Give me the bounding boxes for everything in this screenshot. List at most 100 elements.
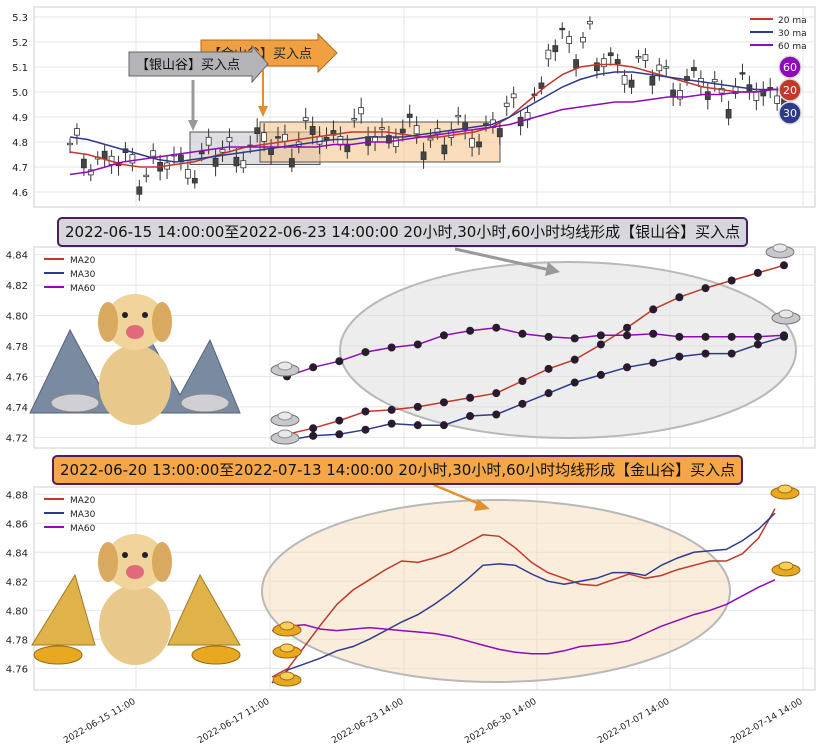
dog-mascot-body xyxy=(99,345,171,425)
dog-mascot-ear xyxy=(98,302,118,342)
silver-panel-point-MA30 xyxy=(413,421,422,430)
dog-mascot-eye xyxy=(122,552,128,558)
candle-body xyxy=(753,91,760,101)
dog-mascot-body xyxy=(99,585,171,665)
candle-body xyxy=(670,89,677,98)
x-axis-label: 2022-07-07 14:00 xyxy=(596,697,671,746)
silver-panel-point-MA30 xyxy=(596,370,605,379)
silver-panel-point-MA30 xyxy=(675,352,684,361)
candle-body xyxy=(476,141,482,148)
ma-badge-circle xyxy=(778,55,802,79)
candle-body xyxy=(191,177,198,184)
silver-panel-point-MA20 xyxy=(466,393,475,402)
candle-body xyxy=(704,91,711,100)
gold-panel-ytick-label: 4.78 xyxy=(6,635,28,646)
candle-body xyxy=(580,36,586,43)
gold-panel-line-MA60 xyxy=(271,579,776,655)
ma-badge-circle xyxy=(778,101,802,125)
dog-mascot-head xyxy=(105,534,165,590)
top-ytick-label: 4.7 xyxy=(12,163,28,174)
silver-callout-label: 【银山谷】买入点 xyxy=(136,58,240,73)
silver-panel-point-MA60 xyxy=(675,332,684,341)
candle-body xyxy=(379,127,385,130)
candle-body xyxy=(677,90,683,100)
candle-body xyxy=(642,54,649,61)
candle-body xyxy=(691,67,697,71)
gold-valley-banner: 2022-06-20 13:00:00至2022-07-13 14:00:00 … xyxy=(52,455,744,485)
silver-panel-point-MA30 xyxy=(727,349,736,358)
candle-body xyxy=(635,56,642,59)
candle-body xyxy=(67,142,73,146)
silver-panel-ytick-label: 4.78 xyxy=(6,342,28,353)
candle-body xyxy=(496,128,503,138)
x-axis-label: 2022-06-15 11:00 xyxy=(62,697,137,746)
silver-panel-arrow xyxy=(454,247,551,272)
silver-panel-point-MA60 xyxy=(570,334,579,343)
dog-mascot-tongue xyxy=(126,325,144,339)
gold-ingot-icon xyxy=(777,484,793,494)
dog-mascot-ear xyxy=(152,542,172,582)
top-ytick-label: 5.1 xyxy=(12,63,28,74)
candle-body xyxy=(510,93,517,99)
candle-body xyxy=(503,102,510,107)
ma-badge-label: 20 xyxy=(783,84,797,97)
candle-body xyxy=(649,75,656,86)
candle-body xyxy=(427,137,434,141)
candle-body xyxy=(275,136,281,139)
gold-ingot-icon xyxy=(279,671,295,681)
x-axis-label: 2022-06-23 14:00 xyxy=(330,697,405,746)
silver-panel-point-MA30 xyxy=(387,419,396,428)
silver-panel-point-MA20 xyxy=(492,389,501,398)
gold-ingot-icon xyxy=(778,561,794,571)
candle-body xyxy=(552,45,559,53)
candle-body xyxy=(219,148,226,153)
top-ytick-label: 4.9 xyxy=(12,113,28,124)
candle-body xyxy=(406,113,413,118)
silver-panel-point-MA20 xyxy=(335,416,344,425)
top-legend-label: 30 ma xyxy=(778,29,807,39)
candle-body xyxy=(74,128,80,136)
candle-body xyxy=(573,59,579,69)
silver-panel-point-MA60 xyxy=(701,332,710,341)
silver-valley-banner: 2022-06-15 14:00:00至2022-06-23 14:00:00 … xyxy=(57,217,749,247)
gold-panel-legend-label: MA60 xyxy=(70,524,96,534)
silver-panel-point-MA60 xyxy=(544,332,553,341)
silver-ingot-icon xyxy=(277,429,293,439)
top-legend-label: 20 ma xyxy=(778,16,807,26)
gold-pyramid-icon xyxy=(167,573,241,646)
top-plot-area xyxy=(33,6,816,208)
silver-panel-point-MA60 xyxy=(492,323,501,332)
x-axis-label: 2022-07-14 14:00 xyxy=(729,697,804,746)
silver-panel-point-MA60 xyxy=(727,332,736,341)
ma-badge-label: 30 xyxy=(783,107,797,120)
silver-panel-legend-label: MA60 xyxy=(70,284,96,294)
candle-body xyxy=(226,137,233,143)
silver-panel-arrow-head xyxy=(545,262,560,276)
candle-body xyxy=(212,157,219,167)
silver-panel-line-MA30 xyxy=(286,336,785,442)
gold-ingot-icon xyxy=(191,645,241,665)
silver-panel-point-MA20 xyxy=(361,407,370,416)
silver-panel-point-MA60 xyxy=(361,348,370,357)
silver-panel-point-MA20 xyxy=(623,323,632,332)
silver-panel-line-MA60 xyxy=(286,326,785,378)
silver-panel-point-MA20 xyxy=(309,424,318,433)
silver-panel-ytick-label: 4.74 xyxy=(6,403,28,414)
gold-panel-arrow xyxy=(433,483,483,507)
ma-badge-label: 60 xyxy=(783,61,797,74)
dog-mascot-eye xyxy=(122,312,128,318)
gold-panel-line-MA30 xyxy=(271,512,776,684)
top-ytick-label: 5.2 xyxy=(12,38,28,49)
silver-ingot-icon xyxy=(277,361,293,371)
silver-panel-point-MA30 xyxy=(518,399,527,408)
silver-panel-point-MA30 xyxy=(439,421,448,430)
silver-panel-ytick-label: 4.82 xyxy=(6,281,28,292)
candle-body xyxy=(607,52,614,57)
silver-panel-point-MA60 xyxy=(413,340,422,349)
silver-panel-point-MA30 xyxy=(544,389,553,398)
candle-body xyxy=(684,76,690,82)
silver-panel-point-MA60 xyxy=(596,331,605,340)
silver-panel-point-MA20 xyxy=(753,268,762,277)
candle-body xyxy=(205,136,212,146)
gold-pointer-head xyxy=(258,106,268,117)
